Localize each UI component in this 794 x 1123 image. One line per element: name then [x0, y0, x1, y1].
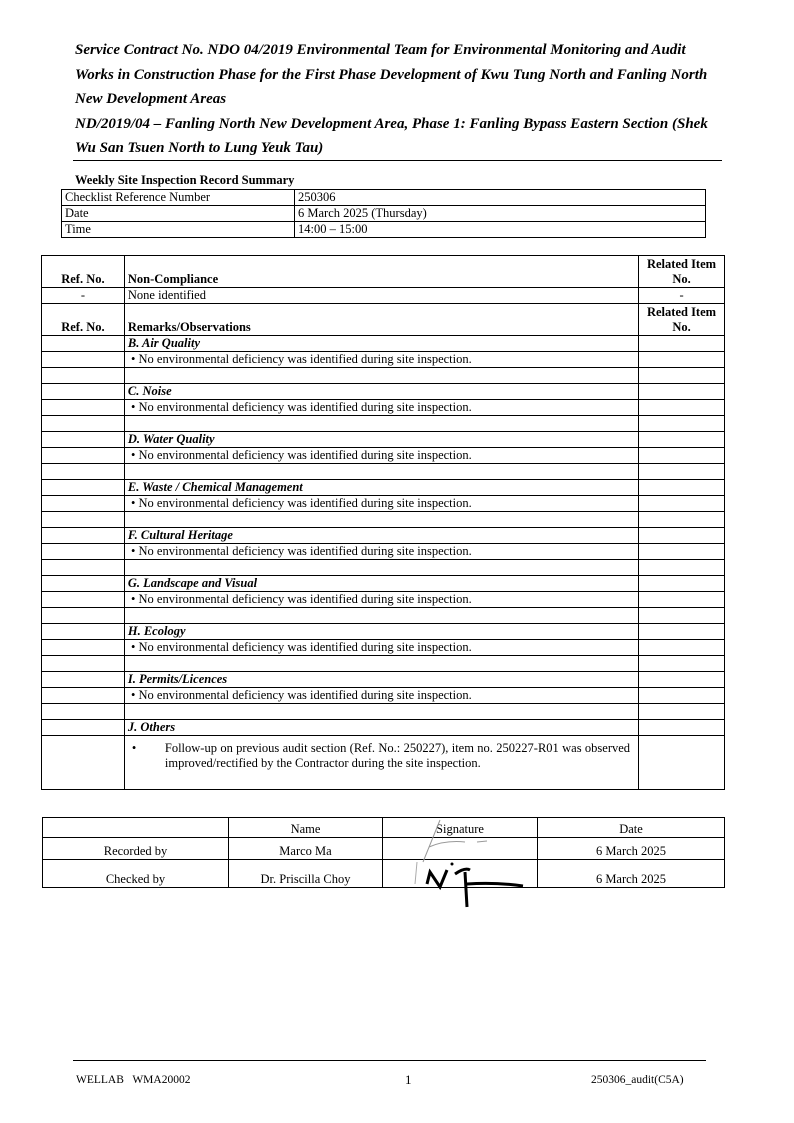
summary-label: Time — [61, 221, 295, 238]
summary-value: 250306 — [294, 189, 706, 206]
section-bullet-row: • No environmental deficiency was identi… — [41, 687, 725, 704]
section-heading: E. Waste / Chemical Management — [123, 479, 640, 496]
section-heading: J. Others — [123, 719, 640, 736]
bullet-text: No environmental deficiency was identifi… — [138, 496, 472, 510]
blank-row — [41, 415, 725, 432]
section-bullet: • No environmental deficiency was identi… — [123, 495, 640, 512]
footer-rule — [73, 1060, 706, 1061]
name: Marco Ma — [228, 837, 383, 860]
col-ref: Ref. No. — [41, 255, 125, 288]
section-bullet: • No environmental deficiency was identi… — [123, 639, 640, 656]
col-related: Related Item No. — [638, 255, 725, 288]
signoff-table: Name Signature Date Recorded by Marco Ma… — [42, 817, 725, 888]
section-heading: D. Water Quality — [123, 431, 640, 448]
footer-right: 250306_audit(C5A) — [591, 1074, 684, 1086]
bullet-text: No environmental deficiency was identifi… — [138, 688, 472, 702]
others-bullet: • Follow-up on previous audit section (Re… — [123, 735, 640, 790]
section-bullet: • No environmental deficiency was identi… — [123, 591, 640, 608]
bullet-text: Follow-up on previous audit section (Ref… — [164, 741, 631, 770]
section-heading-row: I. Permits/Licences — [41, 671, 725, 688]
section-bullet: • No environmental deficiency was identi… — [123, 447, 640, 464]
role: Recorded by — [42, 837, 229, 860]
section-bullet-row: • No environmental deficiency was identi… — [41, 639, 725, 656]
section-heading: H. Ecology — [123, 623, 640, 640]
col-remarks: Remarks/Observations — [123, 303, 640, 336]
section-bullet-row: • No environmental deficiency was identi… — [41, 543, 725, 560]
project-title: ND/2019/04 – Fanling North New Developme… — [75, 115, 708, 157]
summary-label: Date — [61, 205, 295, 222]
section-heading-row: B. Air Quality — [41, 335, 725, 352]
section-heading-row: C. Noise — [41, 383, 725, 400]
bullet-text: No environmental deficiency was identifi… — [138, 592, 472, 606]
blank-row — [41, 559, 725, 576]
signature-image — [414, 819, 524, 908]
nc-related: - — [638, 287, 725, 304]
blank-row — [41, 463, 725, 480]
section-heading-row: F. Cultural Heritage — [41, 527, 725, 544]
section-heading: C. Noise — [123, 383, 640, 400]
blank-row — [41, 607, 725, 624]
others-row: • Follow-up on previous audit section (Re… — [41, 735, 725, 790]
section-heading: I. Permits/Licences — [123, 671, 640, 688]
summary-label: Checklist Reference Number — [61, 189, 295, 206]
nc-text: None identified — [123, 287, 640, 304]
bullet-text: No environmental deficiency was identifi… — [138, 448, 472, 462]
blank-row — [41, 367, 725, 384]
blank-row — [41, 655, 725, 672]
footer-left: WELLAB WMA20002 — [76, 1074, 191, 1086]
section-heading: F. Cultural Heritage — [123, 527, 640, 544]
col-date: Date — [537, 817, 725, 838]
bullet-text: No environmental deficiency was identifi… — [138, 544, 472, 558]
blank-row — [41, 703, 725, 720]
col-ref-2: Ref. No. — [41, 303, 125, 336]
date: 6 March 2025 — [537, 837, 725, 860]
section-heading-row: J. Others — [41, 719, 725, 736]
section-heading-row: E. Waste / Chemical Management — [41, 479, 725, 496]
section-bullet: • No environmental deficiency was identi… — [123, 687, 640, 704]
blank-row — [41, 511, 725, 528]
bullet-text: No environmental deficiency was identifi… — [138, 400, 472, 414]
name: Dr. Priscilla Choy — [228, 859, 383, 888]
col-non-compliance: Non-Compliance — [123, 255, 640, 288]
compliance-table: Ref. No. Non-Compliance Related Item No.… — [41, 255, 725, 790]
nc-ref: - — [41, 287, 125, 304]
section-heading-row: G. Landscape and Visual — [41, 575, 725, 592]
role: Checked by — [42, 859, 229, 888]
section-bullet-row: • No environmental deficiency was identi… — [41, 495, 725, 512]
section-bullet: • No environmental deficiency was identi… — [123, 399, 640, 416]
section-bullet-row: • No environmental deficiency was identi… — [41, 351, 725, 368]
bullet-text: No environmental deficiency was identifi… — [138, 640, 472, 654]
col-related-2: Related Item No. — [638, 303, 725, 336]
contract-title: Service Contract No. NDO 04/2019 Environ… — [75, 42, 708, 107]
bullet-text: No environmental deficiency was identifi… — [138, 352, 472, 366]
page-number: 1 — [405, 1072, 412, 1087]
summary-title: Weekly Site Inspection Record Summary — [75, 173, 295, 187]
section-heading-row: D. Water Quality — [41, 431, 725, 448]
section-heading: G. Landscape and Visual — [123, 575, 640, 592]
section-bullet: • No environmental deficiency was identi… — [123, 543, 640, 560]
date: 6 March 2025 — [537, 859, 725, 888]
section-bullet-row: • No environmental deficiency was identi… — [41, 399, 725, 416]
section-heading: B. Air Quality — [123, 335, 640, 352]
summary-value: 6 March 2025 (Thursday) — [294, 205, 706, 222]
col-name: Name — [228, 817, 383, 838]
section-bullet-row: • No environmental deficiency was identi… — [41, 591, 725, 608]
header-rule — [73, 160, 722, 161]
section-bullet-row: • No environmental deficiency was identi… — [41, 447, 725, 464]
summary-value: 14:00 – 15:00 — [294, 221, 706, 238]
section-heading-row: H. Ecology — [41, 623, 725, 640]
summary-table: Checklist Reference Number 250306 Date 6 Ma… — [61, 189, 706, 238]
section-bullet: • No environmental deficiency was identi… — [123, 351, 640, 368]
document-header: Service Contract No. NDO 04/2019 Environ… — [75, 38, 725, 161]
